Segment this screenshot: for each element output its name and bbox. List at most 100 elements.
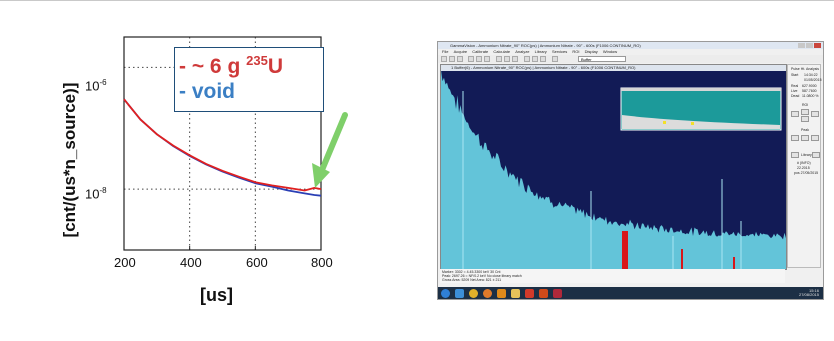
- start-label: Start: [791, 73, 799, 77]
- minimize-button[interactable]: [798, 43, 805, 48]
- chrome-icon[interactable]: [469, 289, 478, 298]
- plot-canvas: [123, 36, 348, 251]
- side-header: Pulse Ht. Analysis: [791, 67, 820, 71]
- series-line-void: [123, 98, 322, 197]
- menu-file[interactable]: File: [442, 49, 449, 54]
- roi-marker-1: [622, 231, 628, 269]
- y-tick-1e-6: 10-6: [85, 78, 107, 94]
- start-icon[interactable]: [468, 56, 474, 62]
- roi-prev-button[interactable]: [791, 111, 799, 117]
- x-tick-600: 600: [246, 255, 268, 270]
- save-icon[interactable]: [449, 56, 455, 62]
- status-marker: Marker: 3302 = 4.45.3300 keV 30 Cnt: [442, 270, 501, 274]
- library-label: Library: [801, 153, 812, 157]
- system-clock: 15:16 27/08/2015: [799, 289, 819, 297]
- dead-label: Dead: [791, 94, 800, 98]
- ie-icon[interactable]: [455, 289, 464, 298]
- start-button-icon[interactable]: [441, 289, 450, 298]
- legend-entry-uranium: - ~ 6 g 235U: [179, 53, 283, 78]
- inset-cursor-marker-2: [691, 122, 694, 125]
- status-bar: Marker: 3302 = 4.45.3300 keV 30 Cnt Peak…: [440, 269, 785, 283]
- roi-ins-button[interactable]: [801, 109, 809, 115]
- slide-top-rule: [0, 0, 834, 1]
- start-time: 14:34:22: [804, 73, 818, 77]
- live-value: 587.7600: [802, 89, 817, 93]
- menu-window[interactable]: Window: [602, 49, 618, 54]
- stop-icon[interactable]: [476, 56, 482, 62]
- zoom-in-icon[interactable]: [496, 56, 502, 62]
- live-label: Live: [791, 89, 798, 93]
- menu-analyze[interactable]: Analyze: [515, 49, 530, 54]
- zoom-out-icon[interactable]: [504, 56, 510, 62]
- menu-library[interactable]: Library: [534, 49, 547, 54]
- menu-services[interactable]: Services: [551, 49, 568, 54]
- real-label: Real: [791, 84, 799, 88]
- x-tick-400: 400: [180, 255, 202, 270]
- x-tick-800: 800: [311, 255, 333, 270]
- roi-del-button[interactable]: [801, 116, 809, 122]
- menu-calculate[interactable]: Calculate: [493, 49, 511, 54]
- inset-cursor-marker: [663, 121, 666, 124]
- real-value: 627.9000: [802, 84, 817, 88]
- acrobat-icon[interactable]: [525, 289, 534, 298]
- roi-group-label: ROI: [802, 103, 809, 107]
- start-date: 01/05/2015: [804, 78, 822, 82]
- plot-legend: - ~ 6 g 235U - void: [174, 47, 324, 112]
- spectrum-canvas[interactable]: [441, 71, 786, 269]
- roi-icon[interactable]: [524, 56, 530, 62]
- plot-axes-box: [123, 36, 322, 251]
- peak-icon[interactable]: [532, 56, 538, 62]
- windows-taskbar: 15:16 27/08/2015: [438, 287, 823, 299]
- peak-info-button[interactable]: [801, 135, 809, 141]
- x-tick-200: 200: [114, 255, 136, 270]
- inset-mini-spectrum: [622, 115, 780, 129]
- maximize-button[interactable]: [806, 43, 813, 48]
- library-line-3: pos 27/05/2015: [794, 171, 819, 175]
- spectrum-fill: [441, 71, 786, 269]
- menu-display[interactable]: Display: [584, 49, 598, 54]
- media-player-icon[interactable]: [497, 289, 506, 298]
- side-panel: Pulse Ht. Analysis Start 14:34:22 01/05/…: [787, 64, 822, 268]
- menu-acquire[interactable]: Acquire: [453, 49, 468, 54]
- explorer-icon[interactable]: [511, 289, 520, 298]
- menu-roi[interactable]: ROI: [572, 49, 580, 54]
- open-icon[interactable]: [441, 56, 447, 62]
- gammavision-task-icon[interactable]: [553, 289, 562, 298]
- toolbar: Buffer: [438, 55, 823, 63]
- roi-marker-3: [733, 257, 735, 269]
- peak-group-label: Peak: [801, 128, 809, 132]
- library-prev-button[interactable]: [791, 152, 799, 158]
- peak-next-button[interactable]: [811, 135, 819, 141]
- decay-plot: [cnt/(us*n_source)] 10-6 10-8 200 400 60…: [0, 0, 400, 341]
- inset-titlebar: [621, 88, 781, 91]
- menu-bar: File Acquire Calibrate Calculate Analyze…: [438, 49, 823, 55]
- y-tick-1e-8: 10-8: [85, 186, 107, 202]
- clock-time: 15:16: [808, 288, 819, 293]
- library-next-button[interactable]: [812, 152, 820, 158]
- legend-entry-void: - void: [179, 80, 235, 103]
- status-peak: Peak: 2697.26 = NF/0.2 keV No close libr…: [442, 274, 522, 278]
- series-line-uranium: [123, 98, 322, 192]
- dead-value: 11.0800 %: [802, 94, 819, 98]
- firefox-icon[interactable]: [483, 289, 492, 298]
- spectrum-window-title: 1 Buffer(6) - Ammonium Nitrate_90° ROC(p…: [441, 65, 786, 71]
- roi-next-button[interactable]: [811, 111, 819, 117]
- print-icon[interactable]: [457, 56, 463, 62]
- clock-date: 27/08/2015: [798, 292, 819, 297]
- log-scale-icon[interactable]: [512, 56, 518, 62]
- detector-select[interactable]: Buffer: [578, 56, 626, 62]
- library-icon[interactable]: [540, 56, 546, 62]
- menu-calibrate[interactable]: Calibrate: [472, 49, 489, 54]
- close-button[interactable]: [814, 43, 821, 48]
- gammavision-window: GammaVision - Ammonium Nitrate_90° ROC(p…: [437, 41, 824, 300]
- peak-prev-button[interactable]: [791, 135, 799, 141]
- roi-marker-2: [681, 249, 683, 269]
- window-title: GammaVision - Ammonium Nitrate_90° ROC(p…: [450, 43, 641, 48]
- arrow-head-icon: [312, 163, 330, 188]
- arrow-shaft: [319, 112, 348, 173]
- help-icon[interactable]: [552, 56, 558, 62]
- powerpoint-icon[interactable]: [539, 289, 548, 298]
- clear-icon[interactable]: [484, 56, 490, 62]
- status-area: Gross Area: 5209 Net Area: 821 ± 211: [442, 278, 502, 282]
- spectrum-window: 1 Buffer(6) - Ammonium Nitrate_90° ROC(p…: [440, 64, 787, 270]
